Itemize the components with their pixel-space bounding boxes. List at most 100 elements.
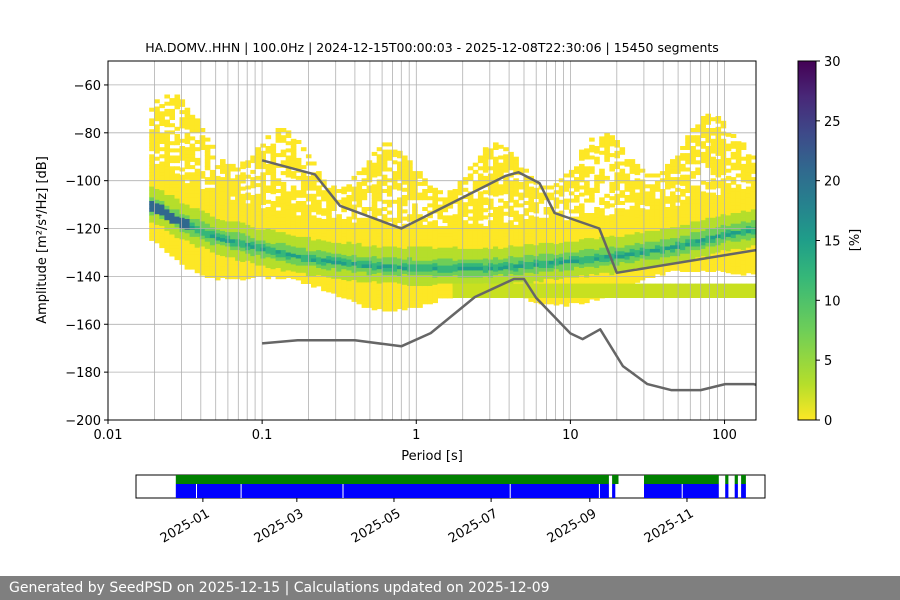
density-cell — [164, 137, 170, 142]
density-cell — [594, 260, 600, 265]
density-cell — [634, 271, 641, 276]
density-cell — [488, 270, 494, 275]
density-cell — [599, 254, 605, 259]
density-cell — [356, 228, 363, 233]
density-cell — [609, 167, 615, 172]
density-cell — [331, 192, 337, 197]
density-cell — [245, 246, 251, 251]
density-cell — [366, 260, 373, 265]
density-cell — [209, 223, 216, 228]
density-cell — [725, 186, 732, 191]
density-cell — [381, 253, 388, 258]
density-cell — [376, 165, 383, 170]
density-cell — [341, 244, 347, 249]
density-cell — [402, 230, 408, 235]
density-cell — [558, 232, 565, 237]
density-cell — [614, 233, 620, 238]
density-cell — [280, 271, 287, 276]
density-cell — [695, 149, 701, 154]
density-cell — [680, 167, 686, 172]
density-cell — [397, 262, 403, 266]
density-cell — [594, 174, 600, 179]
density-cell — [149, 229, 155, 234]
density-cell — [695, 192, 701, 197]
density-cell — [579, 242, 585, 247]
density-cell — [346, 263, 352, 268]
density-cell — [705, 192, 711, 197]
density-cell — [199, 199, 206, 204]
density-cell — [371, 213, 378, 217]
density-cell — [750, 245, 756, 250]
density-cell — [376, 262, 383, 266]
density-cell — [584, 248, 590, 253]
density-cell — [518, 232, 524, 237]
density-cell — [179, 153, 186, 158]
density-cell — [220, 234, 226, 239]
density-cell — [488, 234, 494, 239]
density-cell — [498, 259, 504, 264]
density-cell — [735, 191, 742, 196]
density-cell — [371, 227, 378, 232]
density-cell — [381, 282, 388, 287]
density-cell — [174, 245, 181, 250]
density-cell — [209, 230, 216, 235]
density-cell — [457, 252, 464, 257]
density-cell — [300, 201, 307, 205]
timeline-tick-label: 2025-01 — [158, 506, 213, 546]
density-cell — [477, 230, 484, 235]
density-cell — [649, 283, 656, 298]
density-cell — [326, 245, 332, 250]
density-cell — [720, 214, 727, 219]
density-cell — [230, 203, 236, 208]
density-cell — [265, 268, 272, 272]
density-cell — [730, 162, 737, 167]
density-cell — [685, 199, 691, 204]
density-cell — [361, 232, 368, 237]
density-cell — [386, 286, 393, 290]
density-cell — [644, 191, 651, 196]
density-cell — [300, 215, 307, 220]
density-cell — [391, 239, 398, 244]
density-cell — [563, 205, 570, 210]
density-cell — [528, 262, 534, 266]
density-cell — [745, 215, 752, 220]
density-cell — [275, 268, 282, 272]
density-cell — [230, 214, 236, 219]
density-cell — [189, 229, 196, 234]
density-cell — [300, 229, 307, 234]
density-cell — [381, 250, 388, 255]
density-cell — [179, 149, 186, 154]
density-cell — [361, 235, 368, 240]
density-cell — [619, 251, 626, 256]
density-cell — [432, 248, 438, 253]
density-cell — [346, 187, 352, 192]
density-cell — [214, 193, 221, 198]
density-cell — [680, 264, 686, 269]
density-cell — [214, 211, 221, 216]
density-cell — [452, 232, 459, 237]
density-cell — [371, 220, 378, 225]
density-cell — [619, 222, 626, 227]
density-cell — [199, 192, 206, 197]
density-cell — [300, 175, 307, 180]
density-cell — [245, 224, 251, 229]
density-cell — [528, 201, 534, 205]
density-cell — [265, 149, 272, 154]
density-cell — [609, 246, 615, 251]
density-cell — [745, 236, 752, 241]
density-cell — [503, 222, 509, 227]
psd-coverage-bar — [644, 475, 719, 484]
density-cell — [715, 195, 722, 199]
density-cell — [705, 232, 711, 237]
density-cell — [159, 193, 165, 198]
density-cell — [220, 223, 226, 228]
density-cell — [579, 283, 585, 298]
density-cell — [412, 174, 418, 179]
density-cell — [462, 263, 469, 268]
density-cell — [240, 254, 246, 259]
density-cell — [467, 263, 474, 268]
density-cell — [179, 138, 186, 143]
density-cell — [563, 202, 570, 207]
density-cell — [412, 268, 418, 272]
density-cell — [169, 184, 175, 189]
